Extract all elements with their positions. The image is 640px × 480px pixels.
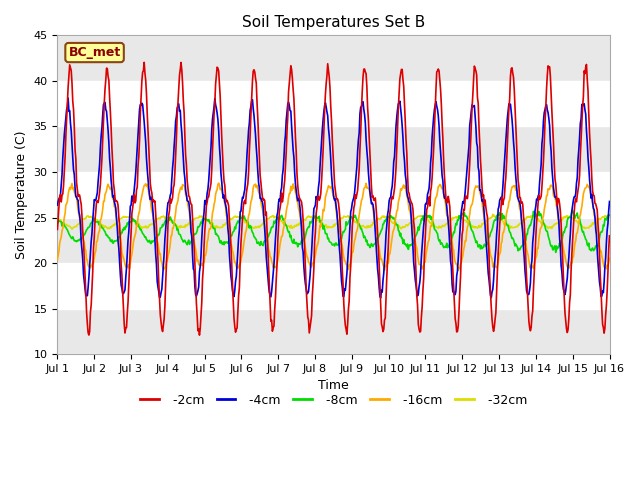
Title: Soil Temperatures Set B: Soil Temperatures Set B xyxy=(242,15,425,30)
Bar xyxy=(58,126,609,172)
Y-axis label: Soil Temperature (C): Soil Temperature (C) xyxy=(15,131,28,259)
Legend:  -2cm,  -4cm,  -8cm,  -16cm,  -32cm: -2cm, -4cm, -8cm, -16cm, -32cm xyxy=(135,389,532,412)
Bar xyxy=(58,36,609,81)
X-axis label: Time: Time xyxy=(318,379,349,393)
Text: BC_met: BC_met xyxy=(68,46,121,59)
Bar xyxy=(58,309,609,354)
Bar xyxy=(58,217,609,263)
